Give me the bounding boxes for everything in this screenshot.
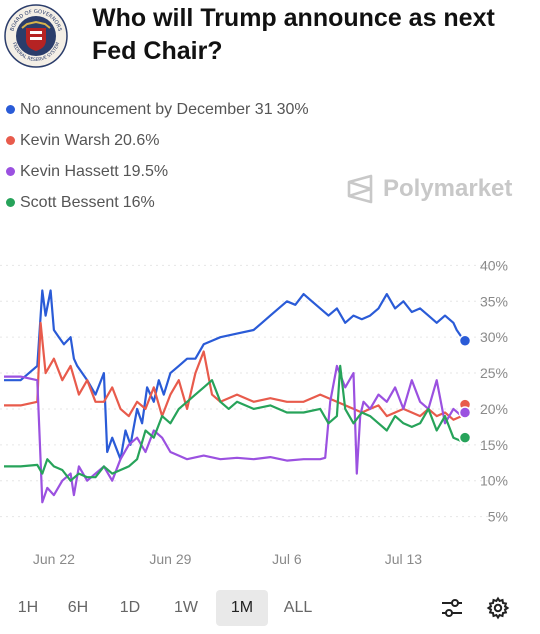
legend-item-kevin-warsh: Kevin Warsh 20.6% [6,125,309,156]
series-endpoint-dot [458,406,472,419]
chart-grid [0,264,510,518]
legend-value: 16% [122,193,155,211]
range-button-6h[interactable]: 6H [67,599,89,616]
x-tick-label: Jul 13 [385,551,423,567]
legend-item-scott-bessent: Scott Bessent 16% [6,187,309,218]
series-endpoint-dot [458,431,472,444]
y-tick-label: 5% [488,509,508,525]
y-tick-label: 15% [480,437,508,453]
range-button-1d[interactable]: 1D [119,599,141,616]
series-line [4,321,467,421]
series-endpoint-dot [458,334,472,347]
sliders-icon[interactable] [440,596,464,620]
x-tick-label: Jun 22 [33,551,75,567]
seal-graphic: BOARD OF GOVERNORS FEDERAL RESERVE SYSTE… [4,4,68,68]
brand-name: Polymarket [383,175,513,202]
series-line [4,289,466,461]
y-tick-label: 25% [480,365,508,381]
y-tick-label: 20% [480,401,508,417]
x-tick-label: Jul 6 [272,551,302,567]
legend-item-kevin-hassett: Kevin Hassett 19.5% [6,156,309,187]
federal-reserve-seal-icon: BOARD OF GOVERNORS FEDERAL RESERVE SYSTE… [4,4,68,68]
y-tick-label: 10% [480,473,508,489]
chart-endpoints [458,334,472,444]
x-axis-ticks: Jun 22 Jun 29 Jul 6 Jul 13 [33,551,422,567]
legend-label: No announcement by December 31 [20,100,273,118]
gear-icon[interactable] [486,596,510,620]
legend-dot-icon [6,105,15,114]
time-range-bar: 1H 6H 1D 1W 1M ALL [0,590,540,626]
y-tick-label: 40% [480,257,508,273]
legend-value: 20.6% [114,131,160,149]
legend-dot-icon [6,198,15,207]
range-button-1w[interactable]: 1W [174,599,198,616]
x-tick-label: Jun 29 [149,551,191,567]
legend-item-no-announcement: No announcement by December 31 30% [6,94,309,125]
page-title: Who will Trump announce as next Fed Chai… [92,4,495,65]
legend-value: 30% [276,100,309,118]
range-button-1m[interactable]: 1M [216,590,268,626]
chart-legend: No announcement by December 31 30% Kevin… [6,94,309,218]
legend-dot-icon [6,136,15,145]
range-button-1h[interactable]: 1H [17,599,39,616]
price-history-chart[interactable]: 5% 10% 15% 20% 25% 30% 35% 40% Jun 22 Jun 29 Jul … [0,236,540,586]
y-axis-ticks: 5% 10% 15% 20% 25% 30% 35% 40% [480,257,508,524]
series-line [4,364,466,482]
y-tick-label: 30% [480,329,508,345]
legend-label: Kevin Warsh [20,131,111,149]
y-tick-label: 35% [480,293,508,309]
chart-series [4,289,467,504]
polymarket-brand: Polymarket [346,174,512,204]
range-button-all[interactable]: ALL [283,599,313,616]
legend-dot-icon [6,167,15,176]
polymarket-logo-icon [347,174,373,204]
legend-label: Kevin Hassett [20,162,119,180]
series-line [4,364,466,504]
legend-value: 19.5% [122,162,169,180]
legend-label: Scott Bessent [20,193,119,211]
